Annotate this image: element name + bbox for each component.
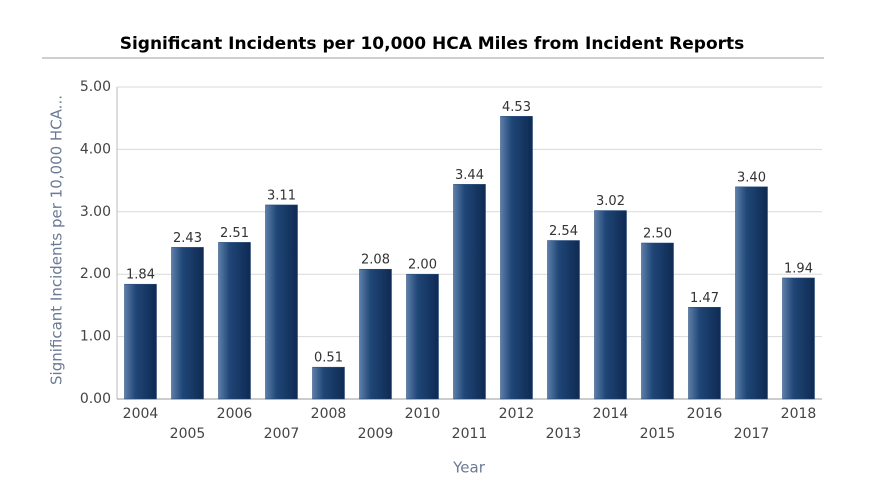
bar [594, 210, 627, 400]
x-tick-label: 2007 [264, 426, 300, 442]
bar [547, 240, 580, 400]
x-tick-label: 2015 [640, 426, 676, 442]
y-tick-label: 2.00 [80, 266, 111, 282]
y-axis-title: Significant Incidents per 10,000 HCA... [48, 95, 66, 385]
x-tick-label: 2013 [546, 426, 582, 442]
bar [688, 307, 721, 400]
x-tick-label: 2012 [499, 406, 535, 422]
x-tick-label: 2004 [123, 406, 159, 422]
bar [641, 242, 674, 400]
x-tick-label: 2005 [170, 426, 206, 442]
y-tick-label: 0.00 [80, 391, 111, 407]
bar [500, 116, 533, 400]
value-label: 3.44 [455, 168, 484, 183]
x-tick-label: 2010 [405, 406, 441, 422]
bar [171, 247, 204, 400]
bar [406, 273, 439, 400]
y-tick-label: 1.00 [80, 329, 111, 345]
value-label: 1.84 [126, 268, 155, 283]
x-axis-title: Year [452, 459, 486, 477]
value-label: 4.53 [502, 100, 531, 115]
value-label: 0.51 [314, 351, 343, 366]
chart-title: Significant Incidents per 10,000 HCA Mil… [120, 34, 745, 54]
value-label: 3.11 [267, 188, 296, 203]
x-tick-label: 2008 [311, 406, 347, 422]
value-label: 2.43 [173, 231, 202, 246]
x-tick-label: 2011 [452, 426, 488, 442]
bar [359, 268, 392, 400]
bar [782, 277, 815, 400]
value-label: 2.51 [220, 226, 249, 241]
value-label: 3.40 [737, 170, 766, 185]
x-tick-label: 2018 [781, 406, 817, 422]
value-label: 2.00 [408, 258, 437, 273]
value-label: 3.02 [596, 194, 625, 209]
y-tick-label: 4.00 [80, 141, 111, 157]
x-tick-label: 2006 [217, 406, 253, 422]
value-label: 2.08 [361, 253, 390, 268]
value-label: 2.54 [549, 224, 578, 239]
bar [312, 366, 345, 400]
bar [218, 242, 251, 400]
bar [124, 283, 157, 400]
value-label: 1.47 [690, 291, 719, 306]
y-tick-label: 3.00 [80, 204, 111, 220]
value-label: 1.94 [784, 261, 813, 276]
y-tick-label: 5.00 [80, 79, 111, 95]
x-tick-label: 2014 [593, 406, 629, 422]
x-tick-label: 2009 [358, 426, 394, 442]
bar [735, 186, 768, 400]
x-tick-label: 2016 [687, 406, 723, 422]
bar [265, 204, 298, 400]
x-tick-label: 2017 [734, 426, 770, 442]
bar [453, 184, 486, 400]
value-label: 2.50 [643, 227, 672, 242]
